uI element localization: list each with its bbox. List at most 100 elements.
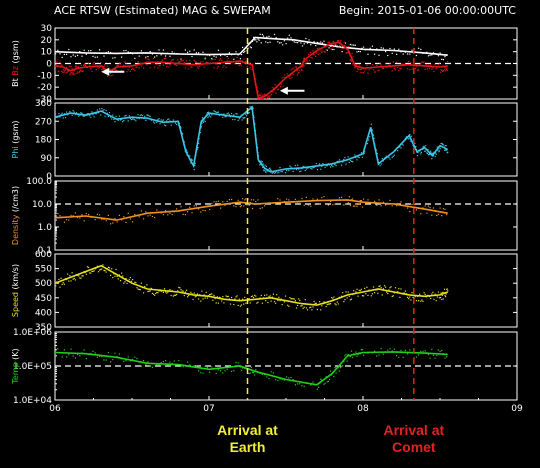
data-point [267,170,269,172]
data-point [157,67,159,69]
data-point [404,349,406,351]
data-point [248,298,250,300]
data-point [249,106,251,108]
data-point [352,198,354,200]
data-point [176,208,178,210]
data-point [279,300,281,302]
data-point [217,200,219,202]
data-point [277,299,279,302]
data-point [262,163,264,165]
data-point [244,367,246,369]
data-point [275,302,277,304]
data-point [290,200,292,203]
data-point [215,63,217,65]
data-point [429,67,431,69]
event-lines [246,28,415,400]
data-point [237,304,239,306]
data-point [330,45,332,47]
data-point [172,59,174,61]
data-point [138,288,140,291]
data-point [259,207,261,210]
data-point [354,67,356,69]
data-point [138,361,140,363]
data-point [104,270,106,272]
data-point [135,66,137,68]
data-point [170,60,172,62]
data-point [245,302,247,304]
data-point [79,51,81,53]
data-point [260,294,262,297]
data-point [282,299,284,301]
data-point [138,67,140,69]
data-point [88,266,90,269]
data-point [102,110,104,112]
data-point [222,66,224,68]
data-point [255,201,257,203]
data-point [365,68,367,70]
data-point [146,114,148,116]
data-point [149,214,151,216]
data-point [196,147,198,149]
data-point [331,46,333,48]
data-point [276,87,278,89]
data-point [227,295,229,297]
data-point [236,113,238,115]
data-point [353,44,355,46]
data-point [400,201,402,203]
data-point [70,65,72,68]
data-point [436,354,438,357]
data-point [149,67,151,69]
data-point [214,111,216,113]
data-point [78,71,80,73]
data-point [64,278,67,280]
data-point [97,112,100,114]
data-point [70,348,72,350]
data-point [226,55,228,58]
data-point [341,196,343,198]
data-point [330,166,332,168]
data-point [225,66,227,68]
data-point [242,117,244,119]
data-point [314,203,316,206]
data-point [183,143,185,145]
data-point [204,365,206,367]
data-point [57,65,59,67]
data-point [103,55,105,57]
data-point [336,160,338,163]
data-point [72,355,74,357]
data-point [447,290,449,292]
panel-mag-ytick-label: 20 [41,36,53,46]
data-point [278,42,281,44]
panel-mag-ytick-label: 0 [46,60,52,70]
data-point [367,137,369,139]
data-point [231,296,233,299]
data-point [379,62,381,64]
data-point [445,68,447,70]
data-point [158,290,160,292]
data-point [134,57,136,59]
data-point [286,76,288,78]
data-point [404,290,406,292]
data-point [346,297,348,299]
data-point [169,361,171,363]
data-point [255,134,257,136]
comet-caption-line2: Comet [392,439,436,455]
data-point [409,133,411,136]
data-point [123,216,125,218]
data-point [446,149,448,151]
data-point [69,74,71,76]
data-point [197,146,199,149]
data-point [424,68,426,70]
data-point [273,172,276,174]
data-point [359,65,361,67]
data-point [322,163,324,165]
data-point [251,371,254,373]
data-point [60,63,62,65]
data-point [189,50,191,52]
data-point [419,149,421,151]
data-point [356,288,358,290]
data-point [73,277,75,279]
data-point [184,364,186,366]
data-point [338,197,340,199]
data-point [413,203,415,206]
